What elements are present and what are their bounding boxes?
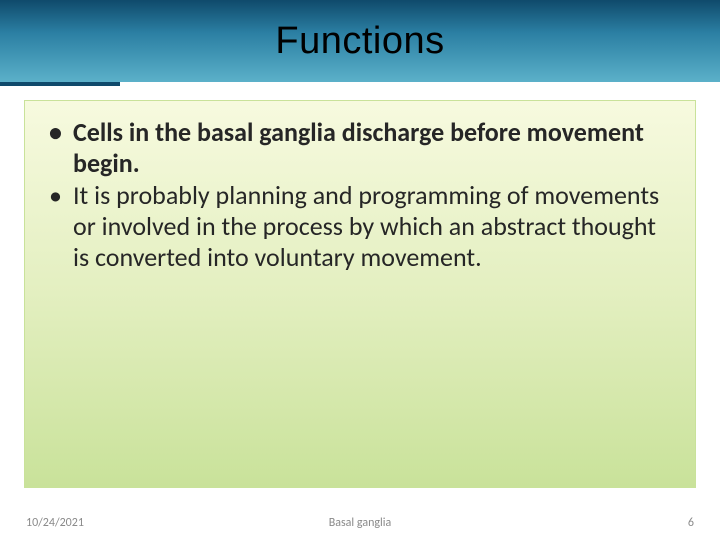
slide-footer: 10/24/2021 Basal ganglia 6 — [0, 516, 720, 530]
bullet-list: Cells in the basal ganglia discharge bef… — [45, 117, 675, 272]
title-bar: Functions — [0, 0, 720, 82]
footer-page: 6 — [688, 516, 694, 530]
bullet-item: Cells in the basal ganglia discharge bef… — [45, 117, 675, 178]
slide-title: Functions — [275, 20, 444, 63]
footer-date: 10/24/2021 — [26, 516, 84, 530]
bullet-text: Cells in the basal ganglia discharge bef… — [73, 116, 644, 179]
content-box: Cells in the basal ganglia discharge bef… — [24, 100, 696, 488]
bullet-item: It is probably planning and programming … — [45, 180, 675, 272]
bullet-text: It is probably planning and programming … — [73, 179, 659, 272]
footer-center: Basal ganglia — [329, 516, 392, 530]
